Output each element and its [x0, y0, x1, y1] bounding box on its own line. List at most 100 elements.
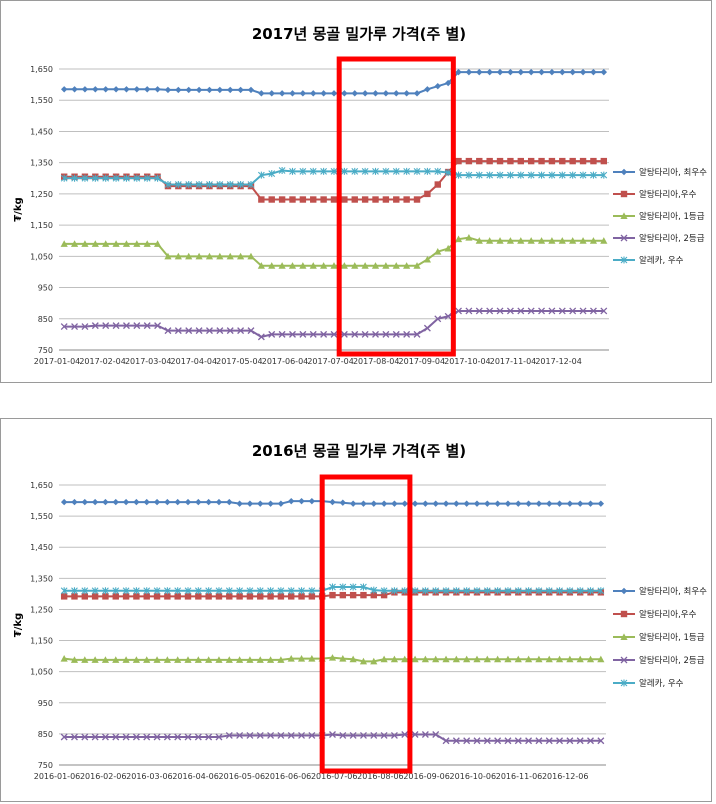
data-point	[102, 174, 110, 182]
data-point	[308, 655, 316, 662]
data-point	[600, 68, 608, 76]
data-point	[133, 174, 141, 182]
data-point	[237, 252, 245, 260]
data-point	[401, 587, 409, 595]
data-point	[515, 500, 522, 507]
data-point	[455, 171, 462, 179]
x-tick-label: 2016-12-06	[542, 772, 589, 781]
data-point	[278, 330, 286, 338]
data-point	[308, 587, 316, 595]
data-point	[576, 500, 584, 507]
data-point	[514, 655, 522, 663]
legend-label: 알탕타리아, 1등급	[639, 211, 705, 222]
data-point	[496, 171, 504, 179]
data-point	[463, 737, 471, 745]
data-point	[463, 655, 471, 663]
data-point	[465, 234, 473, 241]
legend-label: 알탕타리아, 1등급	[639, 632, 705, 643]
data-point	[163, 733, 171, 741]
data-point	[154, 322, 162, 330]
data-point	[620, 587, 628, 595]
series-3	[60, 234, 608, 269]
data-point	[361, 167, 369, 175]
data-point	[545, 587, 553, 595]
data-point	[246, 593, 254, 600]
data-point	[215, 656, 223, 663]
data-point	[442, 500, 450, 507]
data-point	[514, 587, 522, 595]
data-point	[569, 237, 577, 244]
data-point	[310, 90, 317, 97]
data-point	[60, 498, 68, 506]
data-point	[494, 587, 502, 595]
data-point	[507, 171, 514, 179]
data-point	[463, 500, 470, 507]
legend-item: 알레카, 우수	[613, 255, 684, 266]
data-point	[506, 307, 514, 315]
data-point	[620, 633, 628, 640]
data-point	[359, 657, 368, 665]
data-point	[589, 307, 597, 315]
data-point	[185, 86, 192, 94]
data-point	[558, 171, 566, 179]
data-point	[112, 656, 120, 663]
data-point	[185, 327, 193, 335]
data-point	[576, 737, 584, 745]
data-point	[153, 733, 161, 741]
data-point	[133, 322, 141, 330]
x-tick-label: 2017-12-04	[535, 357, 582, 366]
data-point	[589, 237, 598, 244]
data-point	[205, 593, 212, 600]
data-point	[71, 498, 78, 506]
data-point	[268, 170, 276, 178]
data-point	[538, 68, 545, 76]
data-point	[465, 307, 473, 315]
data-point	[102, 86, 109, 93]
data-point	[133, 86, 141, 93]
data-point	[132, 733, 140, 741]
data-point	[432, 587, 440, 595]
x-tick-label: 2017-01-04	[34, 357, 81, 366]
data-point	[600, 307, 608, 315]
data-point	[372, 167, 379, 175]
legend-item: 알탕타리아, 1등급	[613, 632, 705, 643]
data-point	[278, 90, 286, 97]
data-point	[579, 307, 587, 315]
data-point	[277, 593, 285, 600]
data-point	[298, 497, 305, 505]
data-point	[184, 593, 192, 600]
data-point	[411, 587, 419, 595]
data-point	[587, 737, 594, 745]
data-point	[71, 86, 78, 93]
data-point	[473, 500, 481, 507]
data-point	[60, 733, 68, 741]
data-point	[403, 196, 410, 203]
data-point	[226, 593, 233, 600]
data-point	[483, 587, 491, 595]
y-tick-label: 950	[38, 699, 53, 708]
data-point	[566, 587, 574, 595]
data-point	[123, 86, 130, 93]
data-point	[308, 731, 316, 739]
legend-label: 알탕타리아,우수	[639, 189, 697, 200]
data-point	[102, 240, 110, 247]
data-point	[444, 244, 452, 252]
data-point	[504, 500, 512, 507]
series-4	[60, 307, 608, 341]
data-point	[257, 171, 265, 179]
data-point	[475, 171, 483, 179]
data-point	[133, 587, 140, 595]
data-point	[287, 655, 295, 662]
data-point	[112, 733, 120, 741]
x-tick-label: 2016-05-06	[219, 772, 266, 781]
legend-item: 알탕타리아, 2등급	[613, 233, 705, 244]
data-point	[320, 330, 328, 338]
data-point	[143, 174, 151, 182]
data-point	[330, 262, 338, 269]
data-point	[225, 731, 233, 739]
data-point	[424, 190, 431, 198]
data-point	[535, 500, 543, 507]
data-point	[309, 330, 317, 338]
legend-label: 알탕타리아, 최우수	[639, 586, 707, 597]
data-point	[299, 262, 307, 269]
